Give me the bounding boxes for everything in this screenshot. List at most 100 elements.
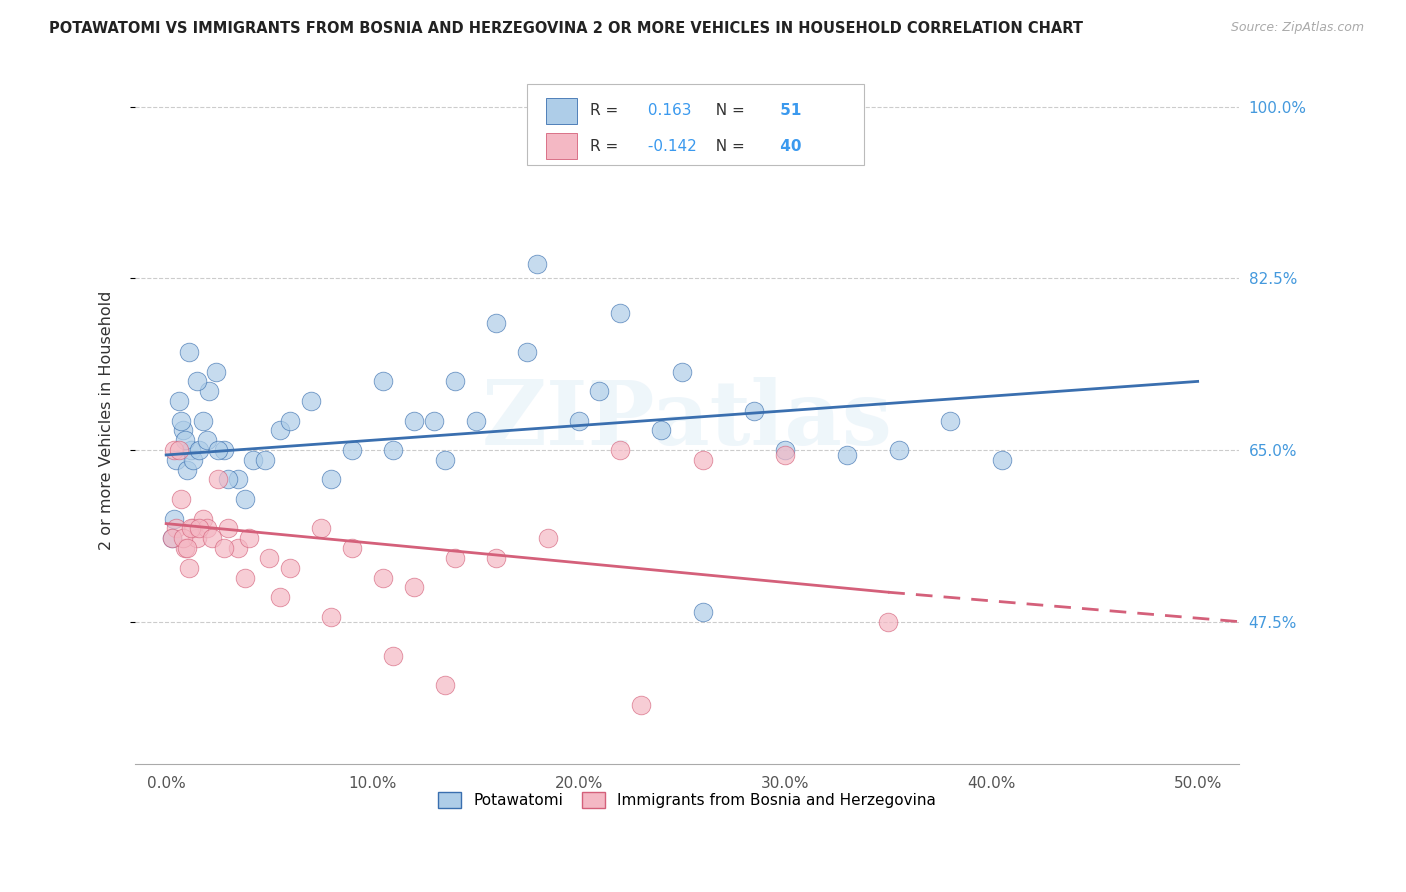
Point bbox=[321, 609, 343, 624]
Point bbox=[166, 521, 188, 535]
Point bbox=[197, 434, 219, 448]
Point bbox=[692, 605, 714, 619]
Point bbox=[242, 453, 264, 467]
Point bbox=[773, 443, 796, 458]
Point bbox=[939, 414, 962, 428]
Point bbox=[371, 375, 394, 389]
Point bbox=[568, 414, 591, 428]
Point bbox=[340, 541, 363, 555]
Point bbox=[186, 531, 208, 545]
Text: 40: 40 bbox=[775, 139, 801, 153]
Point bbox=[877, 615, 900, 629]
Point bbox=[887, 443, 910, 458]
Point bbox=[181, 453, 204, 467]
Text: ZIPatlas: ZIPatlas bbox=[482, 377, 893, 464]
Text: 0.163: 0.163 bbox=[643, 103, 692, 119]
Point bbox=[835, 448, 858, 462]
Point bbox=[166, 453, 188, 467]
Point bbox=[588, 384, 610, 399]
Point bbox=[180, 443, 202, 458]
Point bbox=[340, 443, 363, 458]
Point bbox=[233, 570, 256, 584]
Point bbox=[537, 531, 560, 545]
Point bbox=[207, 473, 229, 487]
Text: 51: 51 bbox=[775, 103, 801, 119]
Legend: Potawatomi, Immigrants from Bosnia and Herzegovina: Potawatomi, Immigrants from Bosnia and H… bbox=[432, 787, 942, 814]
Point bbox=[217, 473, 239, 487]
Point bbox=[188, 521, 211, 535]
Point bbox=[278, 414, 301, 428]
Point bbox=[186, 375, 208, 389]
Point bbox=[402, 580, 425, 594]
Point bbox=[526, 257, 548, 271]
Point bbox=[169, 491, 191, 506]
Point bbox=[259, 550, 281, 565]
Point bbox=[173, 541, 195, 555]
Point bbox=[485, 316, 508, 330]
Point bbox=[197, 521, 219, 535]
Point bbox=[172, 531, 194, 545]
Point bbox=[254, 453, 277, 467]
Point bbox=[177, 345, 200, 359]
Point bbox=[162, 531, 184, 545]
Point bbox=[516, 345, 538, 359]
Point bbox=[198, 384, 221, 399]
Point bbox=[238, 531, 260, 545]
Point bbox=[228, 473, 250, 487]
Point bbox=[630, 698, 652, 712]
Point bbox=[181, 521, 204, 535]
Point bbox=[176, 463, 198, 477]
Point bbox=[163, 511, 186, 525]
Bar bbox=[546, 133, 576, 160]
Point bbox=[188, 443, 211, 458]
Point bbox=[609, 443, 631, 458]
Point bbox=[193, 414, 215, 428]
Point bbox=[299, 394, 322, 409]
Point bbox=[423, 414, 446, 428]
Point bbox=[217, 521, 239, 535]
Text: R =: R = bbox=[591, 103, 619, 119]
Text: N =: N = bbox=[706, 139, 745, 153]
Point bbox=[233, 491, 256, 506]
Point bbox=[485, 550, 508, 565]
Point bbox=[173, 434, 195, 448]
Point bbox=[176, 541, 198, 555]
Point bbox=[207, 443, 229, 458]
Point bbox=[321, 473, 343, 487]
Point bbox=[609, 306, 631, 320]
Point bbox=[444, 550, 467, 565]
Point bbox=[269, 424, 291, 438]
Text: R =: R = bbox=[591, 139, 619, 153]
Point bbox=[167, 394, 190, 409]
Point bbox=[200, 531, 222, 545]
Text: Source: ZipAtlas.com: Source: ZipAtlas.com bbox=[1230, 21, 1364, 35]
Point bbox=[163, 443, 186, 458]
Point bbox=[167, 443, 190, 458]
Point bbox=[773, 448, 796, 462]
Point bbox=[172, 424, 194, 438]
Point bbox=[309, 521, 332, 535]
Point bbox=[177, 560, 200, 574]
Y-axis label: 2 or more Vehicles in Household: 2 or more Vehicles in Household bbox=[100, 291, 114, 550]
Point bbox=[371, 570, 394, 584]
Point bbox=[433, 453, 456, 467]
Point bbox=[433, 678, 456, 692]
Point bbox=[204, 365, 226, 379]
Point bbox=[444, 375, 467, 389]
Point bbox=[162, 531, 184, 545]
Point bbox=[650, 424, 672, 438]
Point bbox=[180, 521, 202, 535]
Point bbox=[212, 541, 235, 555]
Point bbox=[742, 404, 765, 418]
Point bbox=[671, 365, 693, 379]
Text: -0.142: -0.142 bbox=[643, 139, 696, 153]
Point bbox=[212, 443, 235, 458]
Point bbox=[402, 414, 425, 428]
Point bbox=[169, 414, 191, 428]
FancyBboxPatch shape bbox=[527, 84, 863, 165]
Point bbox=[382, 443, 405, 458]
Point bbox=[269, 590, 291, 604]
Point bbox=[193, 511, 215, 525]
Point bbox=[464, 414, 486, 428]
Point bbox=[228, 541, 250, 555]
